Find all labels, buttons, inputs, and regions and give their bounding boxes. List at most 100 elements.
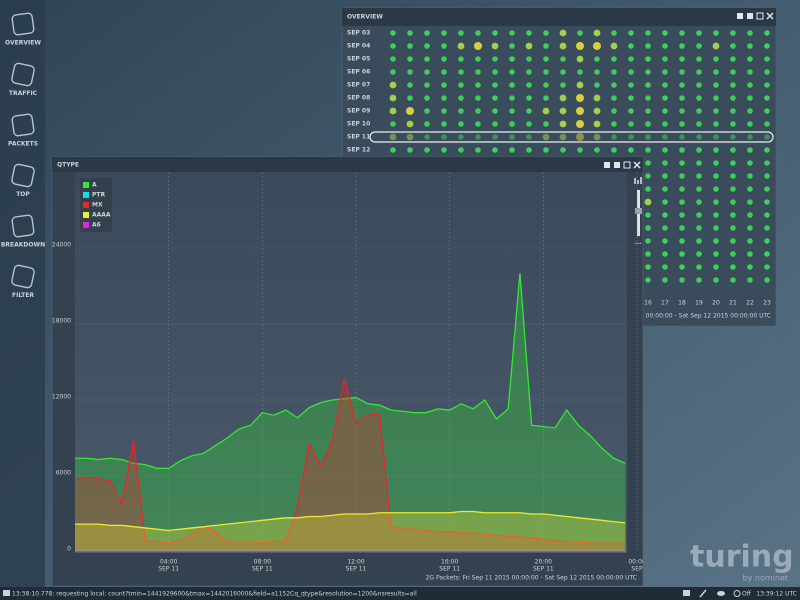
heat-cell[interactable] [628, 43, 634, 49]
heat-cell[interactable] [764, 56, 770, 62]
heat-cell[interactable] [628, 30, 634, 36]
heat-cell[interactable] [559, 133, 567, 141]
heat-cell[interactable] [645, 134, 651, 140]
heat-cell[interactable] [407, 82, 413, 88]
heat-cell[interactable] [764, 212, 770, 218]
heat-cell[interactable] [492, 82, 498, 88]
heat-cell[interactable] [730, 212, 736, 218]
heat-cell[interactable] [475, 30, 481, 36]
heat-cell[interactable] [679, 121, 685, 127]
heat-cell[interactable] [730, 121, 736, 127]
heat-cell[interactable] [662, 160, 668, 166]
nav-icon[interactable] [11, 163, 35, 188]
heat-cell[interactable] [645, 277, 651, 283]
heat-cell[interactable] [645, 212, 651, 218]
heat-cell[interactable] [526, 121, 532, 127]
heat-cell[interactable] [407, 30, 413, 36]
heat-cell[interactable] [662, 199, 668, 205]
heat-cell[interactable] [441, 95, 447, 101]
heat-cell[interactable] [730, 160, 736, 166]
heat-cell[interactable] [730, 238, 736, 244]
heat-cell[interactable] [441, 134, 447, 140]
heat-cell[interactable] [713, 56, 719, 62]
heat-cell[interactable] [662, 121, 668, 127]
nav-icon[interactable] [11, 12, 35, 36]
heat-cell[interactable] [747, 69, 753, 75]
heat-cell[interactable] [559, 107, 567, 115]
legend-label[interactable]: PTR [92, 192, 105, 199]
heat-cell[interactable] [730, 108, 736, 114]
heat-cell[interactable] [628, 108, 634, 114]
heat-cell[interactable] [458, 95, 464, 101]
heat-cell[interactable] [764, 251, 770, 257]
nav-label[interactable]: TRAFFIC [9, 90, 38, 97]
selected-row[interactable] [369, 131, 774, 143]
heat-cell[interactable] [509, 30, 515, 36]
heat-cell[interactable] [424, 95, 430, 101]
heat-cell[interactable] [593, 94, 601, 102]
heat-cell[interactable] [747, 277, 753, 283]
heat-cell[interactable] [492, 56, 498, 62]
heat-cell[interactable] [475, 82, 481, 88]
heat-cell[interactable] [730, 199, 736, 205]
heat-cell[interactable] [713, 238, 719, 244]
heat-cell[interactable] [474, 42, 482, 50]
legend-swatch[interactable] [83, 222, 89, 228]
maximize-icon[interactable] [756, 12, 764, 20]
zoom-handle[interactable] [635, 208, 642, 214]
heat-cell[interactable] [492, 108, 498, 114]
heat-cell[interactable] [491, 42, 499, 50]
heat-cell[interactable] [389, 94, 397, 102]
heat-cell[interactable] [645, 43, 651, 49]
heat-cell[interactable] [576, 55, 584, 63]
heat-cell[interactable] [492, 134, 498, 140]
heat-cell[interactable] [407, 95, 413, 101]
heat-cell[interactable] [696, 238, 702, 244]
heat-cell[interactable] [764, 199, 770, 205]
heat-cell[interactable] [458, 147, 464, 153]
heat-cell[interactable] [747, 199, 753, 205]
heat-cell[interactable] [645, 251, 651, 257]
heat-cell[interactable] [407, 43, 413, 49]
heat-cell[interactable] [713, 160, 719, 166]
eye-icon[interactable] [717, 591, 725, 596]
nav-icon[interactable] [11, 62, 35, 87]
heat-cell[interactable] [560, 147, 566, 153]
heat-cell[interactable] [730, 56, 736, 62]
heat-cell[interactable] [509, 69, 515, 75]
nav-icon[interactable] [11, 264, 35, 289]
heat-cell[interactable] [441, 121, 447, 127]
heat-cell[interactable] [441, 56, 447, 62]
heat-cell[interactable] [475, 69, 481, 75]
heat-cell[interactable] [628, 147, 634, 153]
heat-cell[interactable] [713, 225, 719, 231]
heat-cell[interactable] [593, 120, 601, 128]
heat-cell[interactable] [645, 69, 651, 75]
heat-cell[interactable] [645, 173, 651, 179]
heat-cell[interactable] [713, 82, 719, 88]
heat-cell[interactable] [576, 94, 584, 102]
heat-cell[interactable] [576, 120, 584, 128]
heat-cell[interactable] [730, 186, 736, 192]
heat-cell[interactable] [559, 120, 567, 128]
heat-cell[interactable] [645, 147, 651, 153]
heat-cell[interactable] [559, 94, 567, 102]
legend-swatch[interactable] [83, 182, 89, 188]
heat-cell[interactable] [747, 121, 753, 127]
heat-cell[interactable] [679, 160, 685, 166]
heat-cell[interactable] [645, 95, 651, 101]
heat-cell[interactable] [628, 69, 634, 75]
heat-cell[interactable] [696, 199, 702, 205]
heat-cell[interactable] [611, 69, 617, 75]
heat-cell[interactable] [696, 30, 702, 36]
heat-cell[interactable] [390, 147, 396, 153]
tool-icon[interactable] [604, 162, 610, 168]
heat-cell[interactable] [730, 264, 736, 270]
heat-cell[interactable] [662, 251, 668, 257]
heat-cell[interactable] [730, 134, 736, 140]
heat-cell[interactable] [509, 82, 515, 88]
legend-swatch[interactable] [83, 202, 89, 208]
heat-cell[interactable] [441, 69, 447, 75]
heat-cell[interactable] [645, 186, 651, 192]
heat-cell[interactable] [696, 160, 702, 166]
